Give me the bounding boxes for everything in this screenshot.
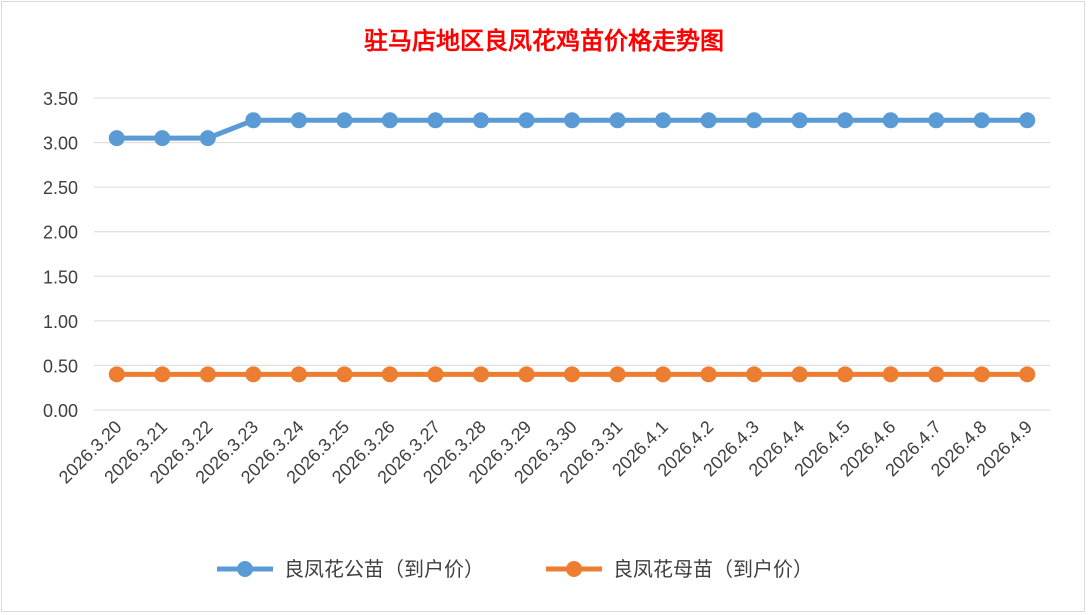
y-tick-label: 1.00 <box>43 312 78 332</box>
data-point <box>700 112 717 129</box>
data-point <box>1019 112 1036 129</box>
series-0 <box>108 112 1036 147</box>
data-point <box>1019 366 1036 383</box>
data-point <box>336 112 353 129</box>
data-point <box>928 112 945 129</box>
data-point <box>472 366 489 383</box>
data-point <box>791 112 808 129</box>
legend-swatch-marker <box>566 561 582 577</box>
data-point <box>245 112 262 129</box>
legend: 良凤花公苗（到户价） 良凤花母苗（到户价） <box>217 557 813 581</box>
data-point <box>199 366 216 383</box>
data-point <box>973 366 990 383</box>
data-point <box>928 366 945 383</box>
x-axis-ticks: 2026.3.202026.3.212026.3.222026.3.232026… <box>55 417 1036 488</box>
y-tick-label: 0.50 <box>43 356 78 376</box>
data-point <box>837 366 854 383</box>
data-point <box>199 130 216 147</box>
legend-item-female: 良凤花母苗（到户价） <box>546 557 813 581</box>
data-point <box>609 112 626 129</box>
data-point <box>746 366 763 383</box>
chart-title: 驻马店地区良凤花鸡苗价格走势图 <box>364 26 724 55</box>
data-point <box>882 366 899 383</box>
data-point <box>746 112 763 129</box>
data-point <box>882 112 899 129</box>
legend-label-female: 良凤花母苗（到户价） <box>613 557 813 581</box>
y-axis-ticks: 0.00 0.50 1.00 1.50 2.00 2.50 3.00 3.50 <box>43 89 78 421</box>
data-point <box>154 130 171 147</box>
data-point <box>655 366 672 383</box>
data-point <box>108 366 125 383</box>
y-tick-label: 2.00 <box>43 223 78 243</box>
data-point <box>427 112 444 129</box>
legend-swatch-marker <box>237 561 253 577</box>
data-point <box>609 366 626 383</box>
data-point <box>381 112 398 129</box>
data-point <box>791 366 808 383</box>
y-tick-label: 3.00 <box>43 134 78 154</box>
y-tick-label: 2.50 <box>43 178 78 198</box>
data-point <box>973 112 990 129</box>
data-point <box>154 366 171 383</box>
data-point <box>472 112 489 129</box>
series-1 <box>108 366 1036 383</box>
data-point <box>108 130 125 147</box>
data-point <box>655 112 672 129</box>
y-tick-label: 0.00 <box>43 401 78 421</box>
legend-label-male: 良凤花公苗（到户价） <box>284 557 484 581</box>
data-point <box>518 112 535 129</box>
data-point <box>837 112 854 129</box>
data-point <box>564 366 580 383</box>
data-point <box>290 366 307 383</box>
data-point <box>290 112 307 129</box>
data-point <box>381 366 398 383</box>
data-point <box>700 366 717 383</box>
grid-layer <box>94 97 1050 411</box>
data-point <box>245 366 262 383</box>
y-tick-label: 3.50 <box>43 89 78 109</box>
data-point <box>427 366 444 383</box>
legend-item-male: 良凤花公苗（到户价） <box>217 557 484 581</box>
data-point <box>518 366 535 383</box>
data-point <box>564 112 580 129</box>
y-tick-label: 1.50 <box>43 267 78 287</box>
series-layer <box>108 112 1036 383</box>
data-point <box>336 366 353 383</box>
